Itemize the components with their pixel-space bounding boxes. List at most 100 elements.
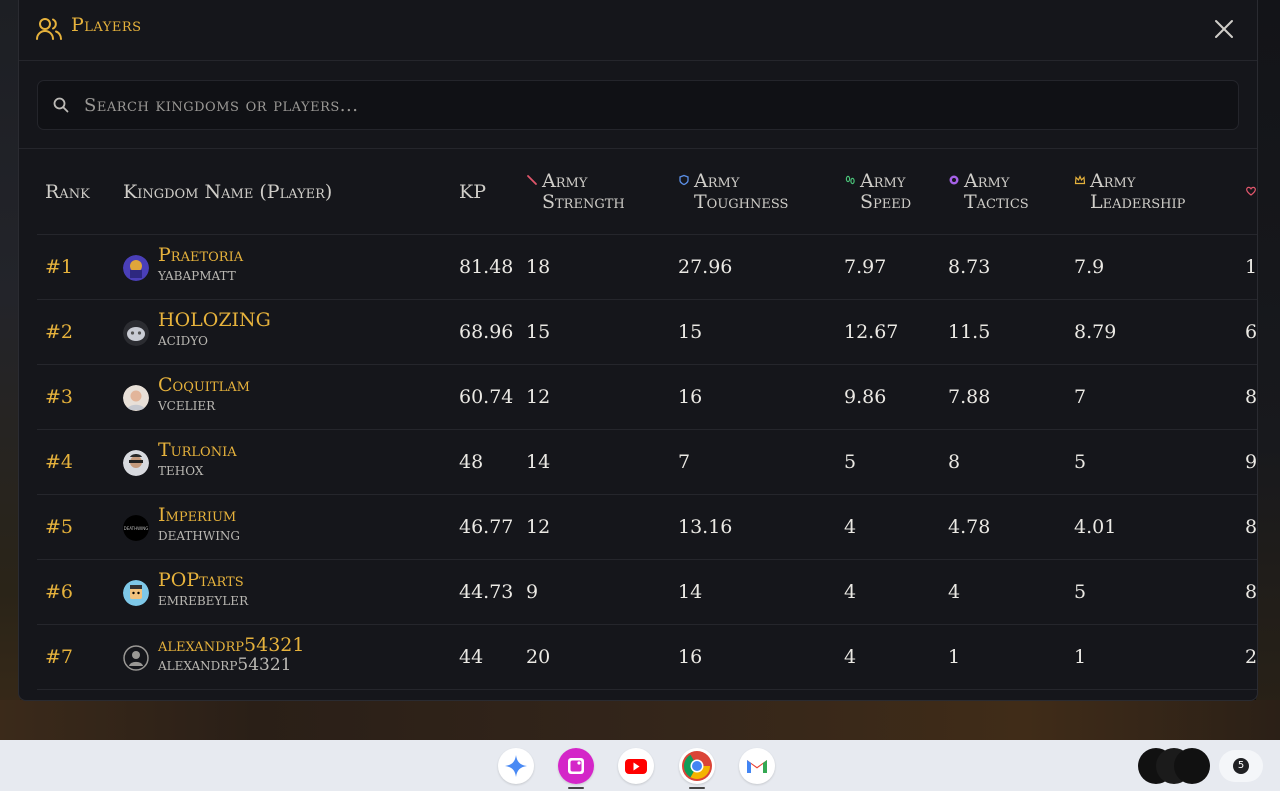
kingdom-cell: Turlonia tehox [115, 429, 451, 495]
col-army-speed[interactable]: Army Speed [836, 150, 940, 235]
avatar [123, 450, 149, 476]
kingdom-cell: POPtarts emrebeyler [115, 559, 451, 625]
table-row[interactable]: #4 Turlonia tehox 48 14 7 5 8 5 9 [37, 429, 1257, 495]
kingdom-name[interactable]: Coquitlam [158, 374, 250, 396]
table-row[interactable]: #5 DEATHWING Imperium deathwing 46.77 12… [37, 494, 1257, 560]
youtube-app-icon[interactable] [618, 748, 654, 784]
player-name: alexandrp54321 [158, 655, 292, 675]
col-kingdom[interactable]: Kingdom Name (Player) [115, 150, 451, 235]
player-name: yabapmatt [158, 265, 236, 285]
speed-cell: 4 [836, 624, 940, 690]
kingdom-name[interactable]: HOLOZING [158, 309, 271, 331]
notification-tray[interactable]: 5 [1219, 750, 1263, 782]
shield-icon [679, 174, 689, 186]
rank-cell: #2 [37, 299, 115, 365]
table-row[interactable]: #2 HOLOZING acidyo 68.96 15 15 12.67 11.… [37, 299, 1257, 365]
strength-cell: 20 [518, 624, 670, 690]
table-row[interactable]: #3 Coquitlam vcelier 60.74 12 16 9.86 7.… [37, 364, 1257, 430]
strength-cell: 14 [518, 429, 670, 495]
strength-cell: 15 [518, 299, 670, 365]
table-header-row: Rank Kingdom Name (Player) KP Army Streng… [37, 150, 1257, 235]
kingdom-name[interactable]: Turlonia [158, 439, 237, 461]
strength-cell: 12 [518, 364, 670, 430]
footprints-icon [845, 175, 855, 185]
users-icon [36, 18, 62, 40]
kingdom-name[interactable]: Praetoria [158, 244, 244, 266]
strength-cell: 12 [518, 494, 670, 560]
player-name: acidyo [158, 330, 208, 350]
col-army-leadership[interactable]: Army Leadership [1066, 150, 1237, 235]
extra-cell: 9 [1237, 429, 1257, 495]
col-next-truncated[interactable] [1237, 150, 1257, 235]
avatar: DEATHWING [123, 515, 149, 541]
kingdom-cell: DEATHWING Imperium deathwing [115, 494, 451, 560]
tactics-cell: 8 [940, 429, 1066, 495]
tactics-cell: 8.73 [940, 234, 1066, 300]
col-army-toughness[interactable]: Army Toughness [670, 150, 836, 235]
extra-cell: 2 [1237, 624, 1257, 690]
photo-editor-app-icon[interactable] [558, 748, 594, 784]
player-name: vcelier [158, 395, 216, 415]
extra-cell: 10 [1237, 234, 1257, 300]
toughness-cell: 27.96 [670, 234, 836, 300]
kingdom-cell: Praetoria yabapmatt [115, 234, 451, 300]
col-rank[interactable]: Rank [37, 150, 115, 235]
leadership-cell: 5 [1066, 429, 1237, 495]
tactics-cell: 7.88 [940, 364, 1066, 430]
sword-icon [527, 175, 537, 185]
avatar [123, 580, 149, 606]
search-icon [53, 97, 69, 113]
extra-cell: 8. [1237, 559, 1257, 625]
gemini-app-icon[interactable] [498, 748, 534, 784]
account-avatars[interactable] [1138, 748, 1210, 784]
rank-cell: #7 [37, 624, 115, 690]
table-row[interactable]: #6 POPtarts emrebeyler 44.73 9 14 4 4 5 … [37, 559, 1257, 625]
kingdom-cell: Coquitlam vcelier [115, 364, 451, 430]
rank-cell: #5 [37, 494, 115, 560]
kingdom-name[interactable]: POPtarts [158, 569, 244, 591]
kp-cell: 46.77 [451, 494, 518, 560]
player-name: emrebeyler [158, 590, 249, 610]
tactics-cell: 4.78 [940, 494, 1066, 560]
background-bottom [0, 700, 1280, 740]
rank-cell: #1 [37, 234, 115, 300]
rank-cell: #3 [37, 364, 115, 430]
gmail-app-icon[interactable] [739, 748, 775, 784]
kingdom-cell: alexandrp54321 alexandrp54321 [115, 624, 451, 690]
running-indicator [568, 787, 584, 789]
toughness-cell: 7 [670, 429, 836, 495]
kingdom-name[interactable]: alexandrp54321 [158, 634, 305, 656]
toughness-cell: 15 [670, 299, 836, 365]
speed-cell: 4 [836, 559, 940, 625]
kingdom-cell: HOLOZING acidyo [115, 299, 451, 365]
heart-icon [1246, 186, 1256, 196]
speed-cell: 9.86 [836, 364, 940, 430]
search-input[interactable] [82, 81, 1226, 129]
col-kp[interactable]: KP [451, 150, 518, 235]
toughness-cell: 14 [670, 559, 836, 625]
avatar [123, 320, 149, 346]
kingdom-name[interactable]: Imperium [158, 504, 237, 526]
kp-cell: 44 [451, 624, 518, 690]
strength-cell: 9 [518, 559, 670, 625]
leadership-cell: 4.01 [1066, 494, 1237, 560]
os-shelf: 5 [0, 740, 1280, 791]
speed-cell: 5 [836, 429, 940, 495]
avatar [123, 385, 149, 411]
table-row[interactable]: #7 alexandrp54321 alexandrp54321 44 20 1… [37, 624, 1257, 690]
leadership-cell: 1 [1066, 624, 1237, 690]
search-box[interactable] [37, 80, 1239, 130]
table-row[interactable]: #1 Praetoria yabapmatt 81.48 18 27.96 7.… [37, 234, 1257, 300]
players-modal: Players Rank Kingdom Name (Player) KP [18, 0, 1258, 701]
players-table-area[interactable]: Rank Kingdom Name (Player) KP Army Streng… [19, 150, 1257, 700]
extra-cell: 8 [1237, 364, 1257, 430]
kp-cell: 44.73 [451, 559, 518, 625]
chrome-app-icon[interactable] [679, 748, 715, 784]
notification-count: 5 [1233, 758, 1249, 774]
toughness-cell: 13.16 [670, 494, 836, 560]
col-army-tactics[interactable]: Army Tactics [940, 150, 1066, 235]
close-icon[interactable] [1211, 16, 1237, 42]
col-army-strength[interactable]: Army Strength [518, 150, 670, 235]
rank-cell: #6 [37, 559, 115, 625]
toughness-cell: 16 [670, 624, 836, 690]
